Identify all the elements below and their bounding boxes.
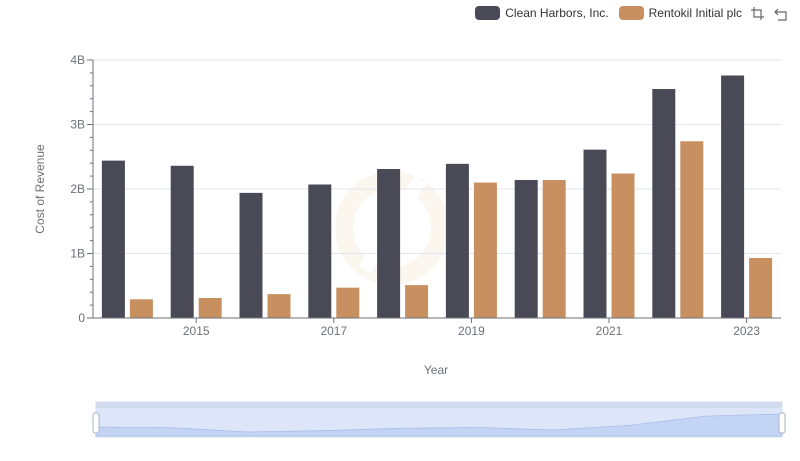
x-tick-label: 2021 xyxy=(596,324,623,338)
x-tick-label: 2019 xyxy=(458,324,485,338)
bar-2016-clean-harbors[interactable] xyxy=(239,192,263,318)
bar-2016-rentokil[interactable] xyxy=(267,294,291,318)
bar-2022-clean-harbors[interactable] xyxy=(652,89,676,319)
zoom-handle-left[interactable] xyxy=(92,412,100,434)
legend-label-clean-harbors: Clean Harbors, Inc. xyxy=(505,6,609,20)
y-tick-label: 1B xyxy=(70,247,85,261)
data-zoom-slider[interactable] xyxy=(92,401,786,438)
bar-2023-rentokil[interactable] xyxy=(749,258,773,318)
x-axis-title: Year xyxy=(424,363,448,377)
bar-2019-rentokil[interactable] xyxy=(473,182,497,318)
bar-2020-clean-harbors[interactable] xyxy=(514,179,538,318)
chart-toolbox xyxy=(750,6,790,22)
y-tick-label: 0 xyxy=(78,311,85,325)
legend-label-rentokil: Rentokil Initial plc xyxy=(648,6,742,20)
bar-2017-clean-harbors[interactable] xyxy=(308,184,332,318)
y-tick-label: 3B xyxy=(70,118,85,132)
bar-2020-rentokil[interactable] xyxy=(542,179,566,318)
x-axis: 2015 2017 2019 2021 2023 xyxy=(93,317,781,338)
x-tick-label: 2015 xyxy=(183,324,210,338)
bar-2022-rentokil[interactable] xyxy=(680,141,704,318)
x-tick-label: 2023 xyxy=(733,324,760,338)
bar-2014-rentokil[interactable] xyxy=(129,299,153,318)
bar-2021-rentokil[interactable] xyxy=(611,173,635,318)
chart-legend: Clean Harbors, Inc. Rentokil Initial plc xyxy=(475,4,742,22)
bar-2014-clean-harbors[interactable] xyxy=(101,160,125,318)
y-axis-title: Cost of Revenue xyxy=(33,144,47,234)
bar-2023-clean-harbors[interactable] xyxy=(721,75,745,318)
bar-2019-clean-harbors[interactable] xyxy=(445,163,469,318)
y-tick-label: 2B xyxy=(70,182,85,196)
legend-item-rentokil[interactable]: Rentokil Initial plc xyxy=(618,6,742,20)
bar-2021-clean-harbors[interactable] xyxy=(583,149,607,318)
chart-bars xyxy=(101,75,773,319)
legend-swatch-clean-harbors xyxy=(475,6,501,20)
zoom-icon[interactable] xyxy=(750,6,766,22)
bar-2015-rentokil[interactable] xyxy=(198,298,222,318)
legend-item-clean-harbors[interactable]: Clean Harbors, Inc. xyxy=(475,6,609,20)
y-tick-label: 4B xyxy=(70,53,85,67)
bar-2017-rentokil[interactable] xyxy=(336,287,360,318)
legend-swatch-rentokil xyxy=(618,6,644,20)
bar-2018-clean-harbors[interactable] xyxy=(377,169,401,318)
bar-2015-clean-harbors[interactable] xyxy=(170,165,194,318)
zoom-handle-right[interactable] xyxy=(778,412,786,434)
y-axis: 0 1B 2B 3B 4B xyxy=(70,53,94,325)
bar-2018-rentokil[interactable] xyxy=(405,285,429,318)
reset-icon[interactable] xyxy=(774,6,790,22)
zoom-top-bar[interactable] xyxy=(96,402,782,408)
x-tick-label: 2017 xyxy=(320,324,347,338)
